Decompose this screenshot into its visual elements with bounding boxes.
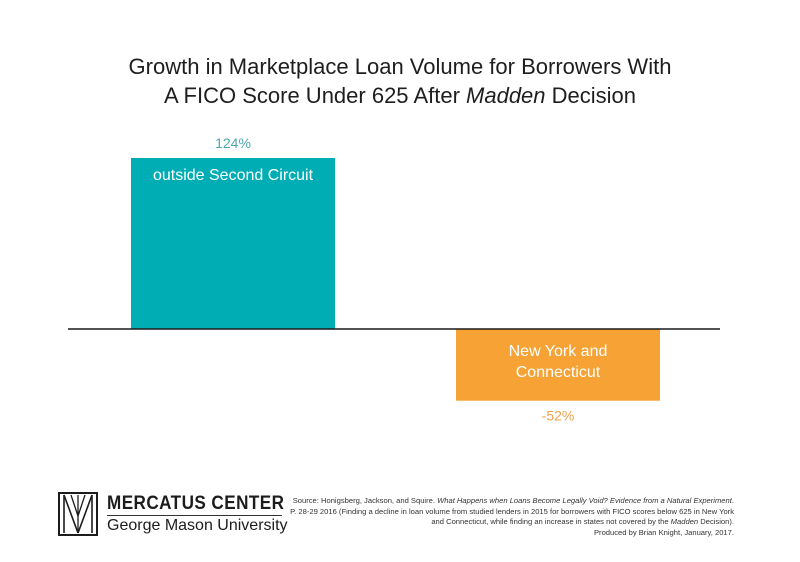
produced-by: Produced by Brian Knight, January, 2017. <box>593 527 734 537</box>
bar-1 <box>131 158 335 329</box>
category-label-2-line-1: New York and <box>509 343 608 360</box>
chart-title-line-1: Growth in Marketplace Loan Volume for Bo… <box>128 54 672 79</box>
logo-divider <box>107 515 282 516</box>
chart-title-suffix: Decision <box>545 83 637 108</box>
bar-2 <box>456 329 660 401</box>
value-label-1: 124% <box>215 135 251 151</box>
category-label-2-line-2: Connecticut <box>516 364 601 381</box>
chart-title: Growth in Marketplace Loan Volume for Bo… <box>0 52 800 110</box>
source-madden: Madden <box>670 517 699 526</box>
mercatus-logo: MERCATUS CENTER George Mason University <box>58 492 288 540</box>
mercatus-logo-icon <box>58 492 98 536</box>
chart-title-text: A FICO Score Under 625 After <box>163 83 467 108</box>
source-text-1: Source: Honigsberg, Jackson, and Squire. <box>292 496 438 505</box>
chart-title-madden: Madden <box>466 83 546 108</box>
source-paper-title: What Happens when Loans Become Legally V… <box>437 496 732 505</box>
logo-name: MERCATUS CENTER <box>107 493 285 514</box>
source-text-2: . P. 28-29 2016 (Finding a decline in lo… <box>290 496 734 526</box>
chart-title-line-2: A FICO Score Under 625 After Madden Deci… <box>0 81 800 110</box>
source-note: Source: Honigsberg, Jackson, and Squire.… <box>290 496 734 538</box>
source-text-3: Decision). <box>698 517 734 526</box>
logo-subtitle: George Mason University <box>107 517 288 534</box>
category-label-1-line-1: outside Second Circuit <box>153 167 314 184</box>
value-label-2: -52% <box>542 408 575 424</box>
